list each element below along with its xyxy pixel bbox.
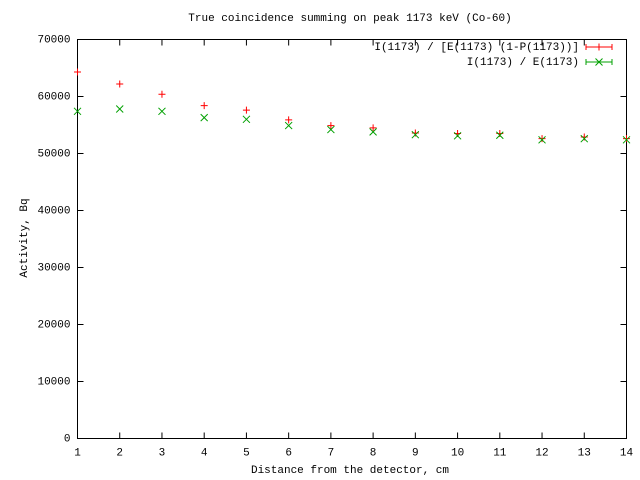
data-point (74, 68, 81, 76)
data-point (327, 122, 335, 130)
data-point (285, 116, 293, 124)
x-tick-label: 3 (159, 447, 166, 459)
data-point (453, 131, 462, 140)
data-point (369, 127, 377, 136)
x-tick-label: 13 (578, 447, 591, 459)
x-tick-label: 5 (243, 447, 250, 459)
data-point (73, 107, 82, 116)
data-point (116, 80, 124, 88)
data-point (200, 113, 209, 122)
data-point (327, 125, 335, 134)
x-tick-label: 9 (412, 447, 419, 459)
y-tick-label: 60000 (37, 91, 70, 103)
chart-title: True coincidence summing on peak 1173 ke… (188, 13, 511, 25)
y-axis-label: Activity, Bq (19, 198, 31, 277)
data-point (622, 135, 631, 144)
x-tick-label: 2 (116, 447, 123, 459)
y-tick-label: 20000 (37, 319, 70, 331)
x-tick-label: 8 (370, 447, 377, 459)
x-axis-label: Distance from the detector, cm (251, 465, 449, 477)
data-point (242, 106, 250, 114)
legend-marker (595, 58, 603, 66)
data-point (495, 131, 504, 140)
data-point (158, 107, 166, 116)
data-point (284, 121, 293, 130)
data-point (115, 105, 124, 113)
legend-label: I(1173) / E(1173) (467, 57, 579, 69)
data-point (158, 90, 166, 98)
data-point (538, 135, 546, 143)
y-tick-label: 30000 (37, 262, 70, 274)
x-tick-label: 10 (451, 447, 464, 459)
data-point (242, 115, 251, 124)
data-point (411, 130, 420, 139)
data-point (538, 135, 546, 144)
y-tick-label: 10000 (37, 376, 70, 388)
x-tick-label: 1 (74, 447, 81, 459)
data-point (369, 124, 377, 132)
data-point (200, 102, 208, 110)
x-tick-label: 7 (328, 447, 335, 459)
plot-border (77, 39, 627, 439)
x-tick-label: 14 (620, 447, 634, 459)
y-tick-label: 70000 (37, 34, 70, 46)
legend-marker (595, 43, 603, 51)
x-tick-label: 6 (285, 447, 292, 459)
data-point (623, 135, 630, 143)
x-tick-label: 12 (535, 447, 548, 459)
x-tick-label: 11 (493, 447, 507, 459)
y-tick-label: 40000 (37, 205, 70, 217)
x-tick-label: 4 (201, 447, 208, 459)
y-tick-label: 50000 (37, 148, 70, 160)
data-point (580, 134, 589, 143)
y-tick-label: 0 (64, 433, 71, 445)
legend-label: I(1173) / [E(1173) (1-P(1173))] (374, 42, 579, 54)
